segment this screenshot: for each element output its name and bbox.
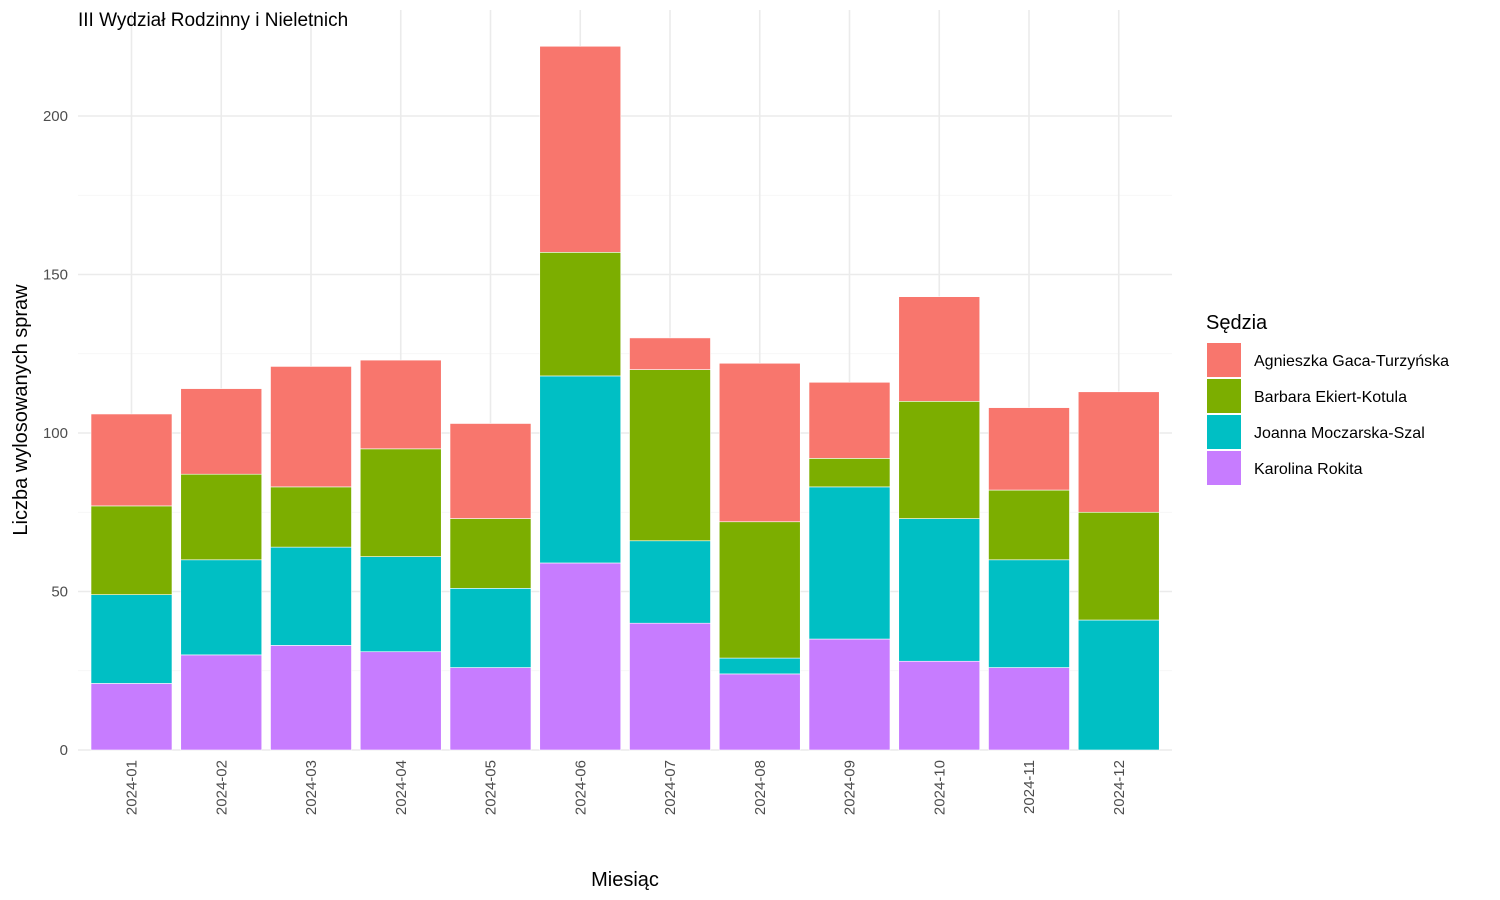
bar-segment	[808, 638, 891, 751]
y-axis-ticks: 0 50 100 150 200	[43, 108, 68, 759]
legend-title: Sędzia	[1206, 312, 1268, 334]
x-tick-label: 2024-02	[213, 760, 230, 815]
bar-segment	[988, 489, 1070, 561]
bar-segment	[180, 473, 263, 561]
y-axis-title: Liczba wylosowanych spraw	[10, 284, 32, 536]
y-tick-label: 200	[43, 108, 68, 125]
x-tick-label: 2024-11	[1021, 760, 1038, 814]
bar-segment	[808, 486, 891, 640]
bar-segment	[539, 252, 622, 377]
bar-segment	[988, 667, 1070, 751]
bar-segment	[90, 505, 173, 595]
bar-segment	[270, 546, 352, 646]
legend: Sędzia Agnieszka Gaca-Turzyńska Barbara E…	[1206, 312, 1449, 485]
bar-segment	[359, 448, 442, 557]
legend-label: Agnieszka Gaca-Turzyńska	[1254, 353, 1449, 370]
x-tick-label: 2024-06	[572, 760, 589, 815]
x-tick-label: 2024-01	[124, 760, 141, 815]
legend-label: Karolina Rokita	[1254, 461, 1363, 478]
bar-segment	[808, 458, 891, 488]
bar-segment	[359, 651, 442, 751]
legend-swatch	[1207, 451, 1241, 485]
x-tick-label: 2024-04	[393, 760, 410, 815]
bar-segment	[270, 645, 352, 751]
bar-segment	[90, 594, 173, 684]
bar-segment	[988, 559, 1070, 668]
y-tick-label: 150	[43, 267, 68, 284]
bar-segment	[629, 369, 711, 542]
chart-title: III Wydział Rodzinny i Nieletnich	[78, 10, 348, 31]
bar-segment	[359, 359, 442, 450]
x-tick-label: 2024-12	[1111, 760, 1128, 815]
bar-segment	[180, 388, 263, 475]
bar-segment	[449, 423, 532, 519]
legend-label: Barbara Ekiert-Kotula	[1254, 389, 1407, 406]
bar-segment	[808, 381, 891, 459]
bar-segment	[718, 673, 801, 751]
bar-segment	[1077, 619, 1160, 751]
bar-segment	[629, 337, 711, 370]
legend-swatch	[1207, 415, 1241, 449]
y-tick-label: 0	[60, 742, 68, 759]
bar-segment	[898, 518, 981, 662]
bar-segment	[180, 559, 263, 656]
bar-segment	[449, 667, 532, 751]
y-tick-label: 50	[51, 584, 68, 601]
bar-segment	[180, 654, 263, 751]
bar-segment	[718, 657, 801, 675]
bar-segment	[629, 540, 711, 624]
bar-segment	[1077, 511, 1160, 621]
bar-segment	[270, 366, 352, 488]
x-axis-title: Miesiąc	[591, 869, 659, 891]
bar-segment	[718, 521, 801, 659]
bar-segment	[449, 588, 532, 668]
bar-segment	[898, 400, 981, 519]
bar-segment	[539, 375, 622, 564]
bar-segment	[898, 660, 981, 751]
bar-segment	[539, 45, 622, 253]
x-tick-label: 2024-05	[483, 760, 500, 815]
bar-segment	[359, 556, 442, 653]
bar-segment	[270, 486, 352, 548]
x-tick-label: 2024-08	[752, 760, 769, 815]
legend-swatch	[1207, 343, 1241, 377]
bar-segment	[90, 413, 173, 507]
x-tick-label: 2024-10	[931, 760, 948, 815]
bar-segment	[90, 683, 173, 751]
bar-segment	[718, 362, 801, 523]
legend-label: Joanna Moczarska-Szal	[1254, 425, 1425, 442]
bar-segment	[539, 562, 622, 751]
y-tick-label: 100	[43, 425, 68, 442]
bar-segment	[988, 407, 1070, 491]
x-tick-label: 2024-03	[303, 760, 320, 815]
legend-items: Agnieszka Gaca-Turzyńska Barbara Ekiert-K…	[1207, 343, 1449, 485]
x-tick-label: 2024-07	[662, 760, 679, 815]
bar-segment	[449, 518, 532, 589]
bars	[90, 45, 1160, 751]
x-tick-label: 2024-09	[842, 760, 859, 815]
legend-swatch	[1207, 379, 1241, 413]
x-axis-ticks: 2024-01 2024-02 2024-03 2024-04 2024-05 2024-…	[124, 760, 1128, 815]
bar-segment	[1077, 391, 1160, 513]
bar-segment	[898, 296, 981, 402]
bar-segment	[629, 622, 711, 751]
